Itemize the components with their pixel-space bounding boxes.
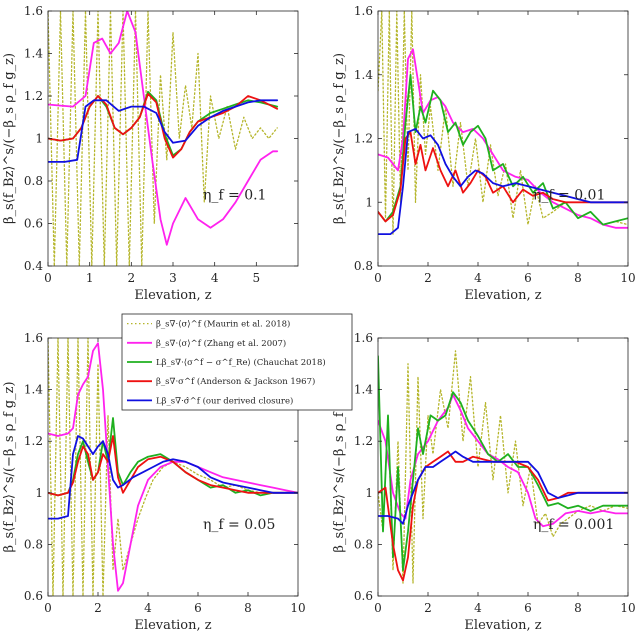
y-axis-label: β_s⟨f_Bz⟩^s/(−β_s ρ_f g_z): [332, 53, 347, 224]
y-axis-label: β_s⟨f_Bz⟩^s/(−β_s ρ_f g_z): [332, 381, 347, 552]
y-tick-label: 0.6: [24, 589, 43, 603]
x-tick-label: 0: [374, 271, 382, 285]
series-line-2: [378, 393, 628, 528]
y-tick-label: 1.2: [24, 89, 43, 103]
series-group: [48, 11, 279, 266]
x-tick-label: 0: [44, 601, 52, 615]
legend-label-5: Lβ_s∇·σ̂^f (our derived closure): [156, 395, 293, 406]
y-tick-label: 1.6: [354, 4, 373, 18]
x-tick-label: 6: [524, 601, 532, 615]
x-tick-label: 4: [144, 601, 152, 615]
axes-frame: [377, 337, 629, 597]
eta-annotation: η_f = 0.1: [203, 188, 266, 204]
y-tick-label: 1: [35, 486, 43, 500]
plot-area: [378, 338, 628, 596]
y-tick-label: 0.8: [24, 537, 43, 551]
y-tick-label: 0.8: [354, 537, 373, 551]
legend-box: [121, 313, 353, 411]
y-tick-label: 0.6: [354, 589, 373, 603]
series-group: [48, 338, 298, 596]
y-tick-label: 1.6: [24, 331, 43, 345]
x-tick-label: 4: [474, 271, 482, 285]
series-line-5: [378, 450, 628, 525]
eta-annotation: η_f = 0.001: [533, 517, 614, 533]
y-tick-label: 1.2: [24, 434, 43, 448]
x-tick-label: 0: [374, 601, 382, 615]
x-tick-label: 10: [620, 601, 635, 615]
y-tick-label: 1: [365, 486, 373, 500]
series-line-4: [378, 450, 628, 582]
y-tick-label: 0.8: [24, 174, 43, 188]
x-tick-label: 10: [620, 271, 635, 285]
series-line-3: [378, 73, 628, 226]
legend-label-2: β_s∇·⟨σ⟩^f (Zhang et al. 2007): [156, 338, 286, 349]
x-tick-label: 5: [253, 271, 261, 285]
x-tick-label: 4: [474, 601, 482, 615]
x-tick-label: 8: [574, 601, 582, 615]
x-tick-label: 6: [524, 271, 532, 285]
y-tick-label: 1.2: [354, 132, 373, 146]
series-line-1: [48, 11, 278, 266]
panel-d: 0 2 4 6 8 10 0.6 0.8 1 1.2 1.4 1.6 Elevation, z β_s⟨f…: [332, 331, 636, 633]
series-line-2: [48, 342, 298, 592]
y-tick-label: 0.6: [24, 217, 43, 231]
plot-area: [378, 11, 628, 266]
y-tick-label: 0.8: [354, 259, 373, 273]
x-axis-label: Elevation, z: [134, 288, 211, 303]
y-tick-label: 1: [365, 195, 373, 209]
x-tick-label: 2: [128, 271, 136, 285]
x-tick-label: 8: [574, 271, 582, 285]
series-line-5: [48, 435, 298, 520]
y-tick-label: 1.4: [24, 383, 43, 397]
series-line-2: [48, 11, 279, 246]
x-axis-label: Elevation, z: [464, 288, 541, 303]
plot-area: [48, 11, 298, 266]
series-line-4: [378, 131, 628, 223]
eta-annotation: η_f = 0.05: [203, 517, 275, 533]
series-line-5: [48, 99, 279, 163]
x-tick-label: 0: [44, 271, 52, 285]
panel-a: 0 1 2 3 4 5 0.4 0.6 0.8 1 1.2 1.4 1.6 Elevation, z β_s…: [2, 4, 299, 303]
x-tick-label: 6: [194, 601, 202, 615]
series-line-1: [378, 11, 628, 235]
legend-label-4: β_s∇·σ^f (Anderson & Jackson 1967): [156, 376, 315, 387]
x-axis-label: Elevation, z: [134, 618, 211, 633]
series-line-3: [378, 355, 628, 572]
legend-label-1: β_s∇·⟨σ⟩^f (Maurin et al. 2018): [156, 319, 290, 330]
y-tick-label: 1: [35, 132, 43, 146]
y-tick-label: 1.6: [354, 331, 373, 345]
y-axis-label: β_s⟨f_Bz⟩^s/(−β_s ρ_f g_z): [2, 53, 17, 224]
series-group: [378, 350, 628, 584]
x-tick-label: 10: [290, 601, 305, 615]
x-tick-label: 2: [424, 601, 432, 615]
x-axis-label: Elevation, z: [464, 618, 541, 633]
series-line-1: [378, 350, 628, 584]
legend-label-3: Lβ_s∇·⟨σ^f − σ^f_Re⟩ (Chauchat 2018): [156, 357, 326, 368]
y-tick-label: 1.2: [354, 434, 373, 448]
y-tick-label: 1.4: [354, 68, 373, 82]
series-line-5: [378, 127, 628, 236]
x-tick-label: 4: [211, 271, 219, 285]
x-tick-label: 2: [94, 601, 102, 615]
y-tick-label: 1.6: [24, 4, 43, 18]
y-tick-label: 0.4: [24, 259, 43, 273]
x-tick-label: 2: [424, 271, 432, 285]
legend: β_s∇·⟨σ⟩^f (Maurin et al. 2018) β_s∇·⟨σ⟩^…: [121, 313, 353, 411]
panel-b: 0 2 4 6 8 10 0.8 1 1.2 1.4 1.6 Elevation, z β_s⟨f_Bz…: [332, 4, 636, 303]
x-tick-label: 8: [244, 601, 252, 615]
y-tick-label: 1.4: [354, 383, 373, 397]
y-tick-label: 1.4: [24, 47, 43, 61]
x-tick-label: 1: [86, 271, 94, 285]
series-group: [378, 11, 628, 236]
eta-annotation: η_f = 0.01: [533, 188, 605, 204]
x-tick-label: 3: [169, 271, 177, 285]
y-axis-label: β_s⟨f_Bz⟩^s/(−β_s ρ_f g_z): [2, 381, 17, 552]
